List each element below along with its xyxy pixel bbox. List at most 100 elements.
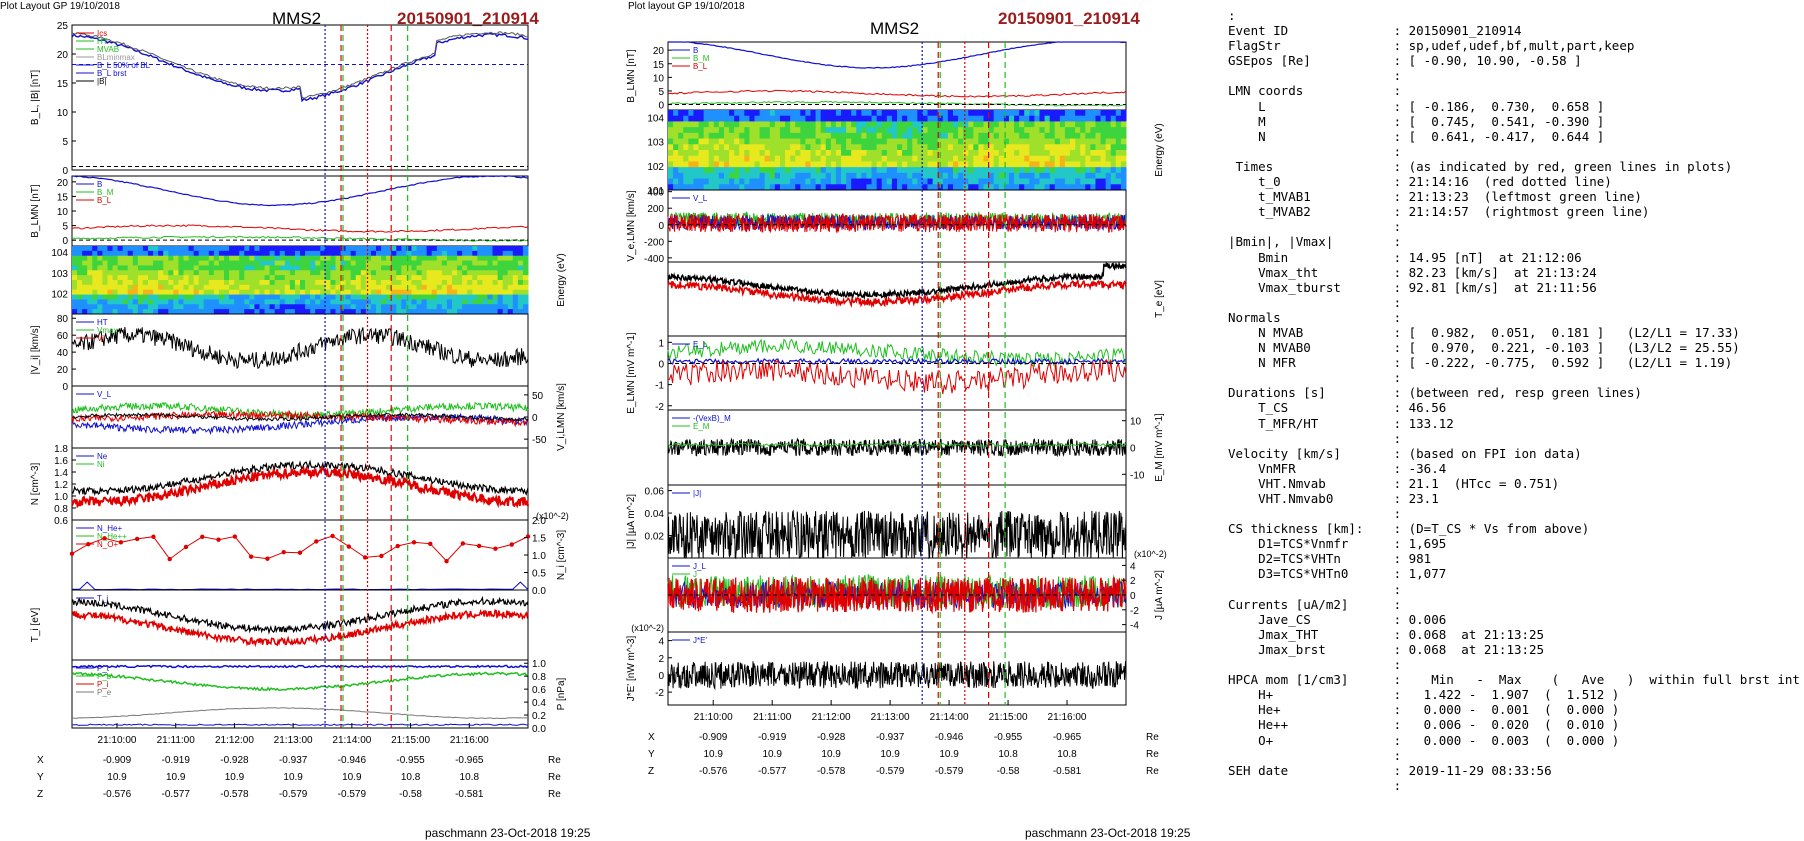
spectrogram-cell <box>1075 167 1081 174</box>
spectrogram-cell <box>718 144 725 151</box>
spectrogram-cell <box>381 275 387 281</box>
spectrogram-cell <box>1080 155 1086 162</box>
spectrogram-cell <box>861 138 867 145</box>
spectrogram-cell <box>713 167 720 174</box>
spectrogram-cell <box>502 294 509 300</box>
spectrogram-cell <box>376 304 382 310</box>
spectrogram-cell <box>441 275 448 281</box>
spectrogram-cell <box>502 289 509 296</box>
spectrogram-cell <box>673 184 679 191</box>
spectrogram-cell <box>973 150 979 157</box>
spectrogram-cell <box>668 155 674 162</box>
spectrogram-cell <box>178 270 184 276</box>
y-tick-label: -4 <box>1130 621 1139 632</box>
summary-line: CS thickness [km]: : (D=T_CS * Vs from a… <box>1228 521 1590 537</box>
spectrogram-cell <box>739 150 745 157</box>
spectrogram-cell <box>203 309 210 315</box>
spectrogram-cell <box>249 255 255 262</box>
spectrogram-cell <box>1008 155 1015 162</box>
spectrogram-cell <box>713 144 720 151</box>
spectrogram-cell <box>127 299 134 305</box>
spectrogram-cell <box>866 115 873 122</box>
spectrogram-cell <box>795 110 801 117</box>
spectrogram-cell <box>457 309 463 315</box>
spectrogram-cell <box>998 127 1005 134</box>
spectrogram-cell <box>1115 155 1122 162</box>
spectrogram-cell <box>193 289 200 296</box>
spectrogram-cell <box>1059 167 1066 174</box>
spectrogram-cell <box>132 265 139 271</box>
spectrogram-cell <box>754 150 761 157</box>
spectrogram-cell <box>785 155 791 162</box>
spectrogram-cell <box>790 132 796 140</box>
spectrogram-cell <box>1014 155 1020 162</box>
spectrogram-cell <box>1024 155 1030 162</box>
spectrogram-cell <box>487 284 494 291</box>
spectrogram-cell <box>137 280 144 286</box>
spectrogram-cell <box>92 250 98 257</box>
spectrogram-cell <box>77 289 83 296</box>
spectrogram-cell <box>668 138 674 145</box>
spectrogram-cell <box>805 167 811 174</box>
spectrogram-cell <box>1075 121 1081 128</box>
spectrogram-cell <box>381 294 387 300</box>
spectrogram-cell <box>779 121 786 128</box>
spectrogram-cell <box>912 115 918 122</box>
spectrogram-cell <box>1080 132 1086 140</box>
spectrogram-cell <box>810 121 817 128</box>
spectrogram-cell <box>82 294 88 300</box>
spectrogram-cell <box>335 280 342 286</box>
legend-label: Ics <box>97 29 107 38</box>
spectrogram-cell <box>259 270 266 276</box>
spectrogram-cell <box>769 110 776 117</box>
spectrogram-cell <box>886 127 893 134</box>
spectrogram-cell <box>1039 150 1046 157</box>
spectrogram-cell <box>897 115 903 122</box>
spectrogram-cell <box>193 284 200 291</box>
spectrogram-cell <box>1115 184 1122 191</box>
spectrogram-cell <box>239 284 245 291</box>
spectrogram-cell <box>208 250 215 257</box>
spectrogram-cell <box>759 115 766 122</box>
x-tick-label: 21:10:00 <box>694 712 733 723</box>
spectrogram-cell <box>851 155 857 162</box>
spectrogram-cell <box>188 250 195 257</box>
spectrogram-cell <box>330 275 336 281</box>
ephemeris-value: 10.8 <box>1057 749 1077 760</box>
spectrogram-cell <box>446 304 453 310</box>
spectrogram-cell <box>137 270 144 276</box>
series-line <box>667 89 1127 98</box>
spectrogram-cell <box>259 250 266 257</box>
spectrogram-cell <box>203 284 210 291</box>
spectrogram-cell <box>502 260 509 266</box>
spectrogram-cell <box>132 284 139 291</box>
spectrogram-cell <box>1044 167 1051 174</box>
summary-line: O+ : 0.000 - 0.003 ( 0.000 ) <box>1228 732 1620 748</box>
spectrogram-cell <box>462 265 468 271</box>
spectrogram-cell <box>482 265 488 271</box>
y-tick-label: 1.6 <box>54 456 68 467</box>
spectrogram-cell <box>168 270 174 276</box>
spectrogram-cell <box>492 309 499 315</box>
spectrogram-cell <box>830 121 837 128</box>
left-plot-subtitle: Plot Layout GP 19/10/2018 <box>0 1 120 12</box>
spectrogram-cell <box>978 132 985 140</box>
spectrogram-cell <box>365 289 372 296</box>
spectrogram-cell <box>426 250 433 257</box>
spectrogram-cell <box>294 250 301 257</box>
spectrogram-cell <box>178 284 184 291</box>
spectrogram-cell <box>492 284 499 291</box>
spectrogram-cell <box>132 270 139 276</box>
spectrogram-cell <box>300 304 306 310</box>
spectrogram-cell <box>1100 172 1107 180</box>
spectrogram-cell <box>148 250 154 257</box>
spectrogram-cell <box>897 178 903 185</box>
spectrogram-cell <box>754 132 761 140</box>
spectrogram-cell <box>993 144 1000 151</box>
spectrogram-cell <box>795 144 801 151</box>
spectrogram-cell <box>497 260 504 266</box>
spectrogram-cell <box>132 255 139 262</box>
spectrogram-cell <box>963 132 969 140</box>
legend-label: P_b <box>97 672 112 681</box>
spectrogram-cell <box>734 110 740 117</box>
